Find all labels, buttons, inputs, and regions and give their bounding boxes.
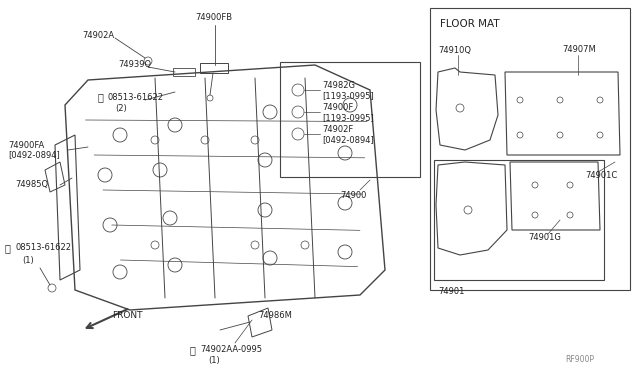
Text: [0492-0894]: [0492-0894] xyxy=(322,135,374,144)
Text: [1193-0995]: [1193-0995] xyxy=(322,92,374,100)
Text: RF900P: RF900P xyxy=(565,356,594,365)
Text: 74900F: 74900F xyxy=(322,103,353,112)
Text: 74985Q: 74985Q xyxy=(15,180,48,189)
Text: 08513-61622: 08513-61622 xyxy=(15,244,71,253)
Text: 74939Q: 74939Q xyxy=(118,61,151,70)
Text: 74902A: 74902A xyxy=(82,31,114,39)
Text: 74910Q: 74910Q xyxy=(438,45,471,55)
Text: 74900FB: 74900FB xyxy=(195,13,232,22)
Bar xyxy=(200,63,228,73)
Bar xyxy=(173,68,195,76)
Bar xyxy=(430,8,630,290)
Text: 74907M: 74907M xyxy=(562,45,596,55)
Text: (1): (1) xyxy=(22,256,34,264)
Text: 74901C: 74901C xyxy=(585,170,617,180)
Text: 74982G: 74982G xyxy=(322,81,355,90)
Text: 74900FA: 74900FA xyxy=(8,141,44,150)
Text: (2): (2) xyxy=(115,103,127,112)
Text: [1193-0995]: [1193-0995] xyxy=(322,113,374,122)
Text: 74900: 74900 xyxy=(340,190,366,199)
Bar xyxy=(434,160,604,280)
Text: 74986M: 74986M xyxy=(258,311,292,321)
Text: 74902AA-0995: 74902AA-0995 xyxy=(200,346,262,355)
Text: FLOOR MAT: FLOOR MAT xyxy=(440,19,500,29)
Text: 74901G: 74901G xyxy=(528,234,561,243)
Text: Ⓝ: Ⓝ xyxy=(190,345,196,355)
Text: (1): (1) xyxy=(208,356,220,365)
Text: 74901: 74901 xyxy=(438,288,465,296)
Text: 08513-61622: 08513-61622 xyxy=(108,93,164,102)
Text: Ⓝ: Ⓝ xyxy=(5,243,11,253)
Text: 74902F: 74902F xyxy=(322,125,353,135)
Text: FRONT: FRONT xyxy=(112,311,143,321)
Text: [0492-0894]: [0492-0894] xyxy=(8,151,60,160)
Bar xyxy=(280,62,420,177)
Text: Ⓝ: Ⓝ xyxy=(98,92,104,102)
